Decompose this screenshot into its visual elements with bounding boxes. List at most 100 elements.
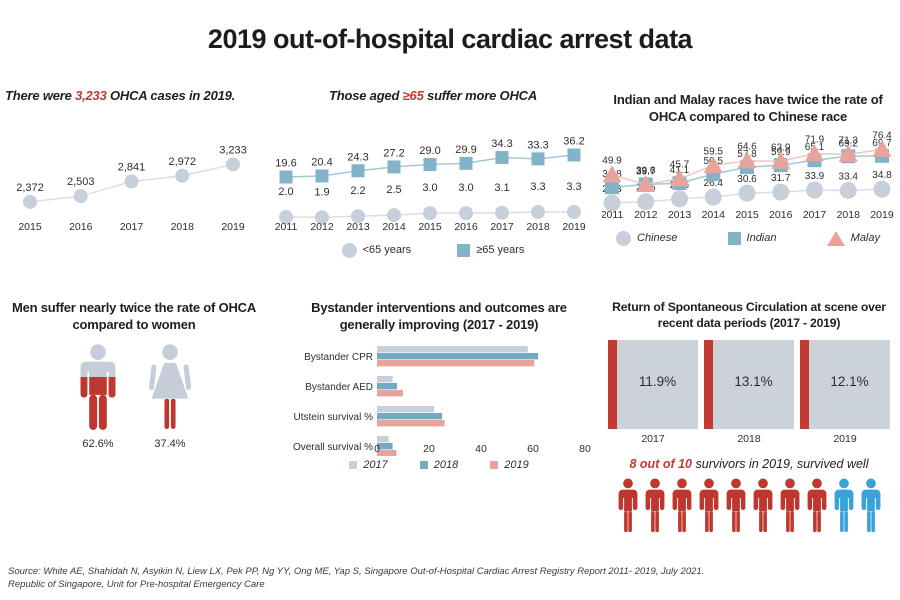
rosc-box-2018: 13.1% [704,339,794,429]
bar-2017 [377,405,435,413]
survivor-icon [645,478,664,532]
year-label: 2019 [870,209,894,221]
legend-item-2017: 2017 [349,458,388,471]
male-figure: 62.6% [75,344,121,450]
note-text: survivors in 2019, survived well [692,456,869,471]
value-label: 71.3 [839,135,859,146]
triangle-marker-icon [805,144,824,162]
panel-gender: Men suffer nearly twice the rate of OHCA… [8,300,260,450]
value-label: 20.4 [311,156,332,168]
circle-marker-icon [23,194,37,209]
legend-item-indian: Indian [727,231,777,245]
race-legend: Chinese Indian Malay [602,230,894,246]
legend-label: 2017 [363,458,388,471]
circle-marker-icon [341,242,357,258]
heading-text: Return of Spontaneous Circulation at sce… [612,300,886,330]
main-title: 2019 out-of-hospital cardiac arrest data [207,24,693,54]
value-label: 59.5 [704,146,724,157]
bar-2019 [377,419,445,427]
square-marker-icon [490,460,499,469]
square-marker-icon [423,157,437,171]
female-figure-icon [148,344,192,429]
legend-label: Malay [850,232,880,245]
year-label: 2018 [171,221,195,233]
rosc-value: 11.9% [638,373,677,389]
circle-marker-icon [351,209,365,224]
value-label: 33.3 [527,139,548,151]
triangle-marker-icon [737,150,757,168]
survivor-icon [699,478,718,532]
source-line-1: Source: White AE, Shahidah N, Asyikin N,… [8,566,705,577]
race-line-chart: 20.321.624.626.430.631.733.933.434.836.8… [602,130,894,221]
x-tick-label: 20 [423,443,435,455]
year-label: 2011 [602,209,623,221]
x-axis-labels: 2011 2012 2013 2014 2015 2016 2017 2018 2019 [602,209,894,221]
triangle-marker-icon [826,230,845,246]
survivors-note: 8 out of 10 survivors in 2019, survived … [605,457,893,471]
value-label: 29.0 [419,145,440,157]
square-marker-icon [279,170,293,184]
heading-text: Bystander interventions and outcomes are… [311,300,567,332]
value-label: 1.9 [314,186,329,198]
legend-label: Chinese [637,232,678,245]
survivor-icon [834,478,853,532]
heading-highlight: ≥65 [402,88,424,103]
value-label: 3.0 [422,182,437,194]
square-marker-icon [349,460,358,469]
bar-2019 [377,389,403,397]
heading-text: OHCA cases in 2019. [106,88,236,103]
rosc-year-label: 2018 [737,432,761,445]
legend-item-2019: 2019 [490,459,529,471]
square-marker-icon [567,148,581,162]
survivor-icon [618,478,637,532]
value-label: 39.6 [636,165,656,176]
value-label: 33.9 [805,171,825,182]
x-tick-label: 80 [579,443,591,455]
triangle-marker-icon [670,168,689,186]
note-highlight: 8 out of 10 [629,456,693,471]
value-label: 39.7 [636,166,656,177]
bar-2018 [377,352,539,360]
square-marker-icon [495,150,509,164]
value-label: 76.4 [872,130,892,141]
year-label: 2016 [454,221,478,233]
year-label: 2018 [837,209,861,221]
category-label: Bystander AED [305,382,373,393]
year-label: 2015 [18,221,42,233]
series-OHCA cases: 2,372 2,503 2,841 2,972 3,233 [16,144,247,209]
legend-item-chinese: Chinese [616,230,678,246]
legend-item-2018: 2018 [419,458,459,471]
female-percentage: 37.4% [154,437,186,450]
legend-label: ≥65 years [476,244,525,257]
square-marker-icon [531,152,545,166]
value-label: 3.0 [458,182,473,194]
value-label: 33.4 [839,171,859,182]
circle-marker-icon [704,188,722,206]
female-figure: 37.4% [147,344,193,450]
heading-highlight: 3,233 [75,88,107,103]
panel-rosc: Return of Spontaneous Circulation at sce… [605,300,893,533]
value-label: 49.9 [602,155,622,166]
male-percentage: 62.6% [82,437,114,450]
year-label: 2014 [382,221,406,233]
legend-item-malay: Malay [826,230,880,246]
survivor-icon [780,478,799,532]
value-label: 63.9 [771,142,791,153]
rosc-box-2019: 12.1% [800,339,890,429]
value-label: 24.3 [347,151,368,163]
year-label: 2012 [310,221,334,233]
year-label: 2015 [735,209,759,221]
bar-2018 [377,442,393,450]
triangle-marker-icon [602,164,622,182]
value-label: 2,503 [67,176,95,188]
source-line-2: Republic of Singapore, Unit for Pre-hosp… [8,579,265,591]
gender-figures: 62.6% [8,344,260,450]
panel-race: Indian and Malay races have twice the ra… [602,92,894,246]
series-Chinese: 20.321.624.626.430.631.733.933.434.8 [602,170,892,212]
circle-marker-icon [806,181,823,199]
circle-marker-icon [531,204,545,219]
legend-label: 2018 [433,458,459,471]
circle-marker-icon [671,190,688,208]
gender-heading: Men suffer nearly twice the rate of OHCA… [8,300,260,334]
